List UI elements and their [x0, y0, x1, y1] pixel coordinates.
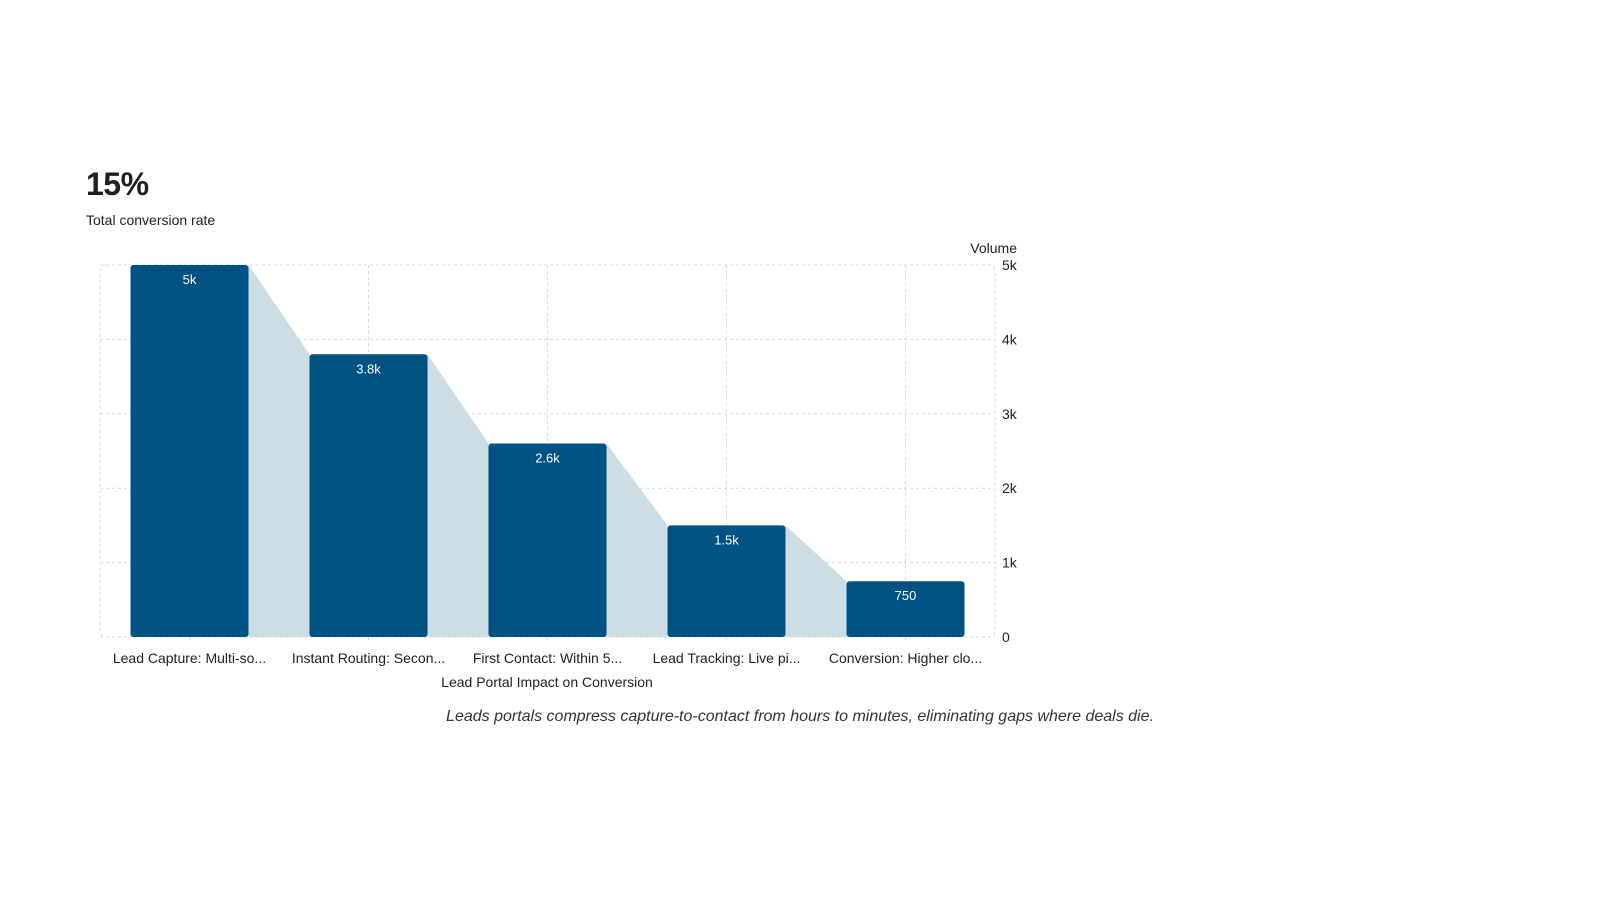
y-tick-label: 2k: [1002, 480, 1018, 496]
bar-data-label: 1.5k: [714, 532, 739, 547]
chart-caption: Leads portals compress capture-to-contac…: [0, 708, 1600, 726]
bar: [310, 354, 428, 637]
funnel-connector: [786, 525, 847, 637]
x-tick-label: First Contact: Within 5...: [473, 650, 622, 666]
x-tick-label: Instant Routing: Secon...: [292, 650, 445, 666]
bar: [131, 265, 249, 637]
funnel-connector: [428, 354, 489, 637]
x-tick-label: Conversion: Higher clo...: [829, 650, 982, 666]
bar-data-label: 750: [895, 588, 917, 603]
y-tick-label: 0: [1002, 629, 1010, 645]
x-tick-label: Lead Tracking: Live pi...: [653, 650, 801, 666]
bar: [489, 444, 607, 637]
bar-data-label: 3.8k: [356, 361, 381, 376]
x-tick-label: Lead Capture: Multi-so...: [113, 650, 266, 666]
bar-data-label: 5k: [183, 272, 197, 287]
y-tick-label: 5k: [1002, 257, 1018, 273]
y-axis-title: Volume: [970, 240, 1017, 256]
y-tick-label: 1k: [1002, 555, 1018, 571]
y-tick-label: 4k: [1002, 331, 1018, 347]
bar-data-label: 2.6k: [535, 451, 560, 466]
y-tick-label: 3k: [1002, 406, 1018, 422]
funnel-connector: [249, 265, 310, 637]
funnel-connector: [607, 444, 668, 637]
x-axis-title: Lead Portal Impact on Conversion: [441, 674, 653, 690]
